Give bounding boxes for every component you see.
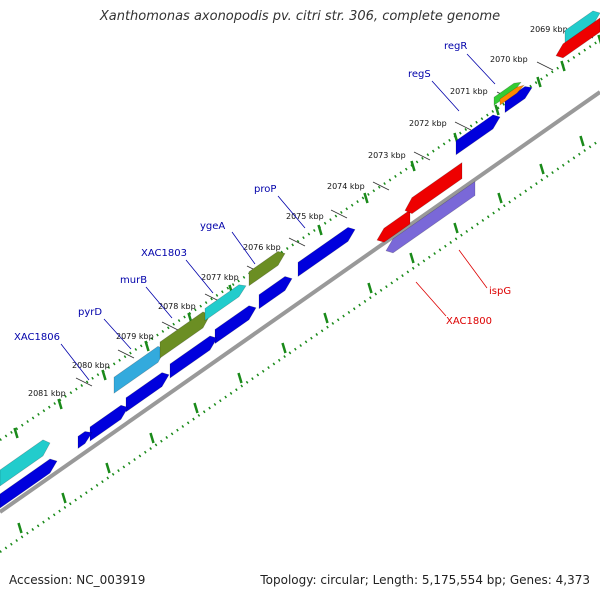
map-title: Xanthomonas axonopodis pv. citri str. 30…: [99, 9, 501, 24]
kbp-leader-line: [75, 377, 93, 387]
major-tick: [409, 252, 415, 264]
major-tick: [149, 432, 155, 444]
major-tick: [17, 522, 23, 534]
kbp-label: 2071 kbp: [450, 87, 488, 96]
major-tick: [105, 462, 111, 474]
kbp-label: 2070 kbp: [490, 55, 528, 64]
gene-arrow: [89, 404, 129, 442]
gene-label: ispG: [489, 286, 511, 297]
gene-arrow: [555, 17, 600, 59]
gene-arrow: [204, 284, 247, 322]
gene-arrow: [169, 335, 218, 379]
accession-text: Accession: NC_003919: [9, 573, 146, 587]
gene-arrow: [297, 227, 356, 277]
kbp-label: 2072 kbp: [409, 119, 447, 128]
kbp-label: 2075 kbp: [286, 212, 324, 221]
kbp-label: 2079 kbp: [116, 332, 154, 341]
major-tick: [57, 398, 63, 410]
major-tick: [410, 160, 416, 172]
gene-arrow: [385, 180, 476, 254]
major-tick: [101, 369, 107, 381]
major-tick: [317, 224, 323, 236]
gene-label: regR: [444, 41, 467, 52]
gene-label: pyrD: [78, 307, 102, 318]
kbp-leader-line: [288, 237, 306, 247]
kbp-ticks: [13, 34, 600, 534]
gene-arrow: [0, 458, 58, 509]
gene-arrow: [455, 114, 501, 156]
gene-label: proP: [254, 184, 276, 195]
kbp-leader-line: [117, 349, 135, 359]
kbp-label: 2076 kbp: [243, 243, 281, 252]
genes: [0, 10, 600, 509]
major-tick: [281, 342, 287, 354]
gene-label: XAC1806: [14, 332, 60, 343]
gene-arrow: [248, 251, 286, 287]
gene-leader-line: [458, 249, 488, 289]
kbp-label: 2080 kbp: [72, 361, 110, 370]
kbp-leader-line: [372, 181, 390, 191]
kbp-leader-line: [454, 121, 472, 131]
inner-tick-ring: [0, 138, 600, 554]
kbp-label: 2081 kbp: [28, 389, 66, 398]
gene-label: XAC1800: [446, 316, 492, 327]
gene-leader-line: [415, 281, 447, 317]
genome-summary-text: Topology: circular; Length: 5,175,554 bp…: [260, 573, 590, 587]
major-tick: [363, 192, 369, 204]
major-tick: [13, 427, 19, 439]
gene-arrow: [258, 276, 293, 310]
major-tick: [494, 104, 500, 116]
major-tick: [560, 60, 566, 72]
genome-backbone: [0, 90, 600, 514]
gene-arrow: [564, 10, 600, 46]
gene-leader-line: [185, 259, 214, 294]
gene-label: regS: [408, 69, 431, 80]
major-tick: [453, 222, 459, 234]
kbp-leader-line: [536, 61, 554, 71]
gene-leader-line: [231, 231, 256, 265]
major-tick: [237, 372, 243, 384]
gene-label: XAC1803: [141, 248, 187, 259]
kbp-leader-line: [413, 151, 431, 161]
major-tick: [193, 402, 199, 414]
gene-arrow: [0, 439, 51, 487]
kbp-label: 2077 kbp: [201, 273, 239, 282]
kbp-label: 2073 kbp: [368, 151, 406, 160]
gene-label: murB: [120, 275, 147, 286]
major-tick: [61, 492, 67, 504]
gene-arrow: [404, 162, 463, 214]
major-tick: [579, 135, 585, 147]
major-tick: [367, 282, 373, 294]
major-tick: [597, 34, 600, 45]
kbp-labels: 2069 kbp 2070 kbp 2071 kbp 2072 kbp 2073 kbp…: [28, 25, 594, 398]
gene-arrow: [159, 311, 211, 359]
gene-label: ygeA: [200, 221, 225, 232]
kbp-leader-line: [330, 209, 348, 219]
major-tick: [323, 312, 329, 324]
kbp-label: 2069 kbp: [530, 25, 568, 34]
gene-arrow: [77, 431, 93, 449]
gene-leader-line: [277, 195, 306, 229]
gene-arrow: [504, 86, 533, 114]
gene-arrow: [499, 84, 525, 106]
gene-arrow: [376, 209, 411, 243]
gene-leader-line: [466, 53, 496, 85]
major-tick: [144, 340, 150, 352]
kbp-leader-line: [161, 321, 179, 331]
kbp-label: 2074 kbp: [327, 182, 365, 191]
gene-leader-line: [431, 80, 460, 112]
major-tick: [536, 76, 542, 88]
gene-leader-line: [60, 343, 90, 381]
major-tick: [539, 163, 545, 175]
kbp-label: 2078 kbp: [158, 302, 196, 311]
major-tick: [497, 192, 503, 204]
gene-leader-line: [145, 286, 173, 319]
gene-labels: regR regS proP ygeA XAC1803 murB pyrD XAC1806 is…: [14, 41, 511, 381]
gene-leader-line: [103, 318, 132, 350]
